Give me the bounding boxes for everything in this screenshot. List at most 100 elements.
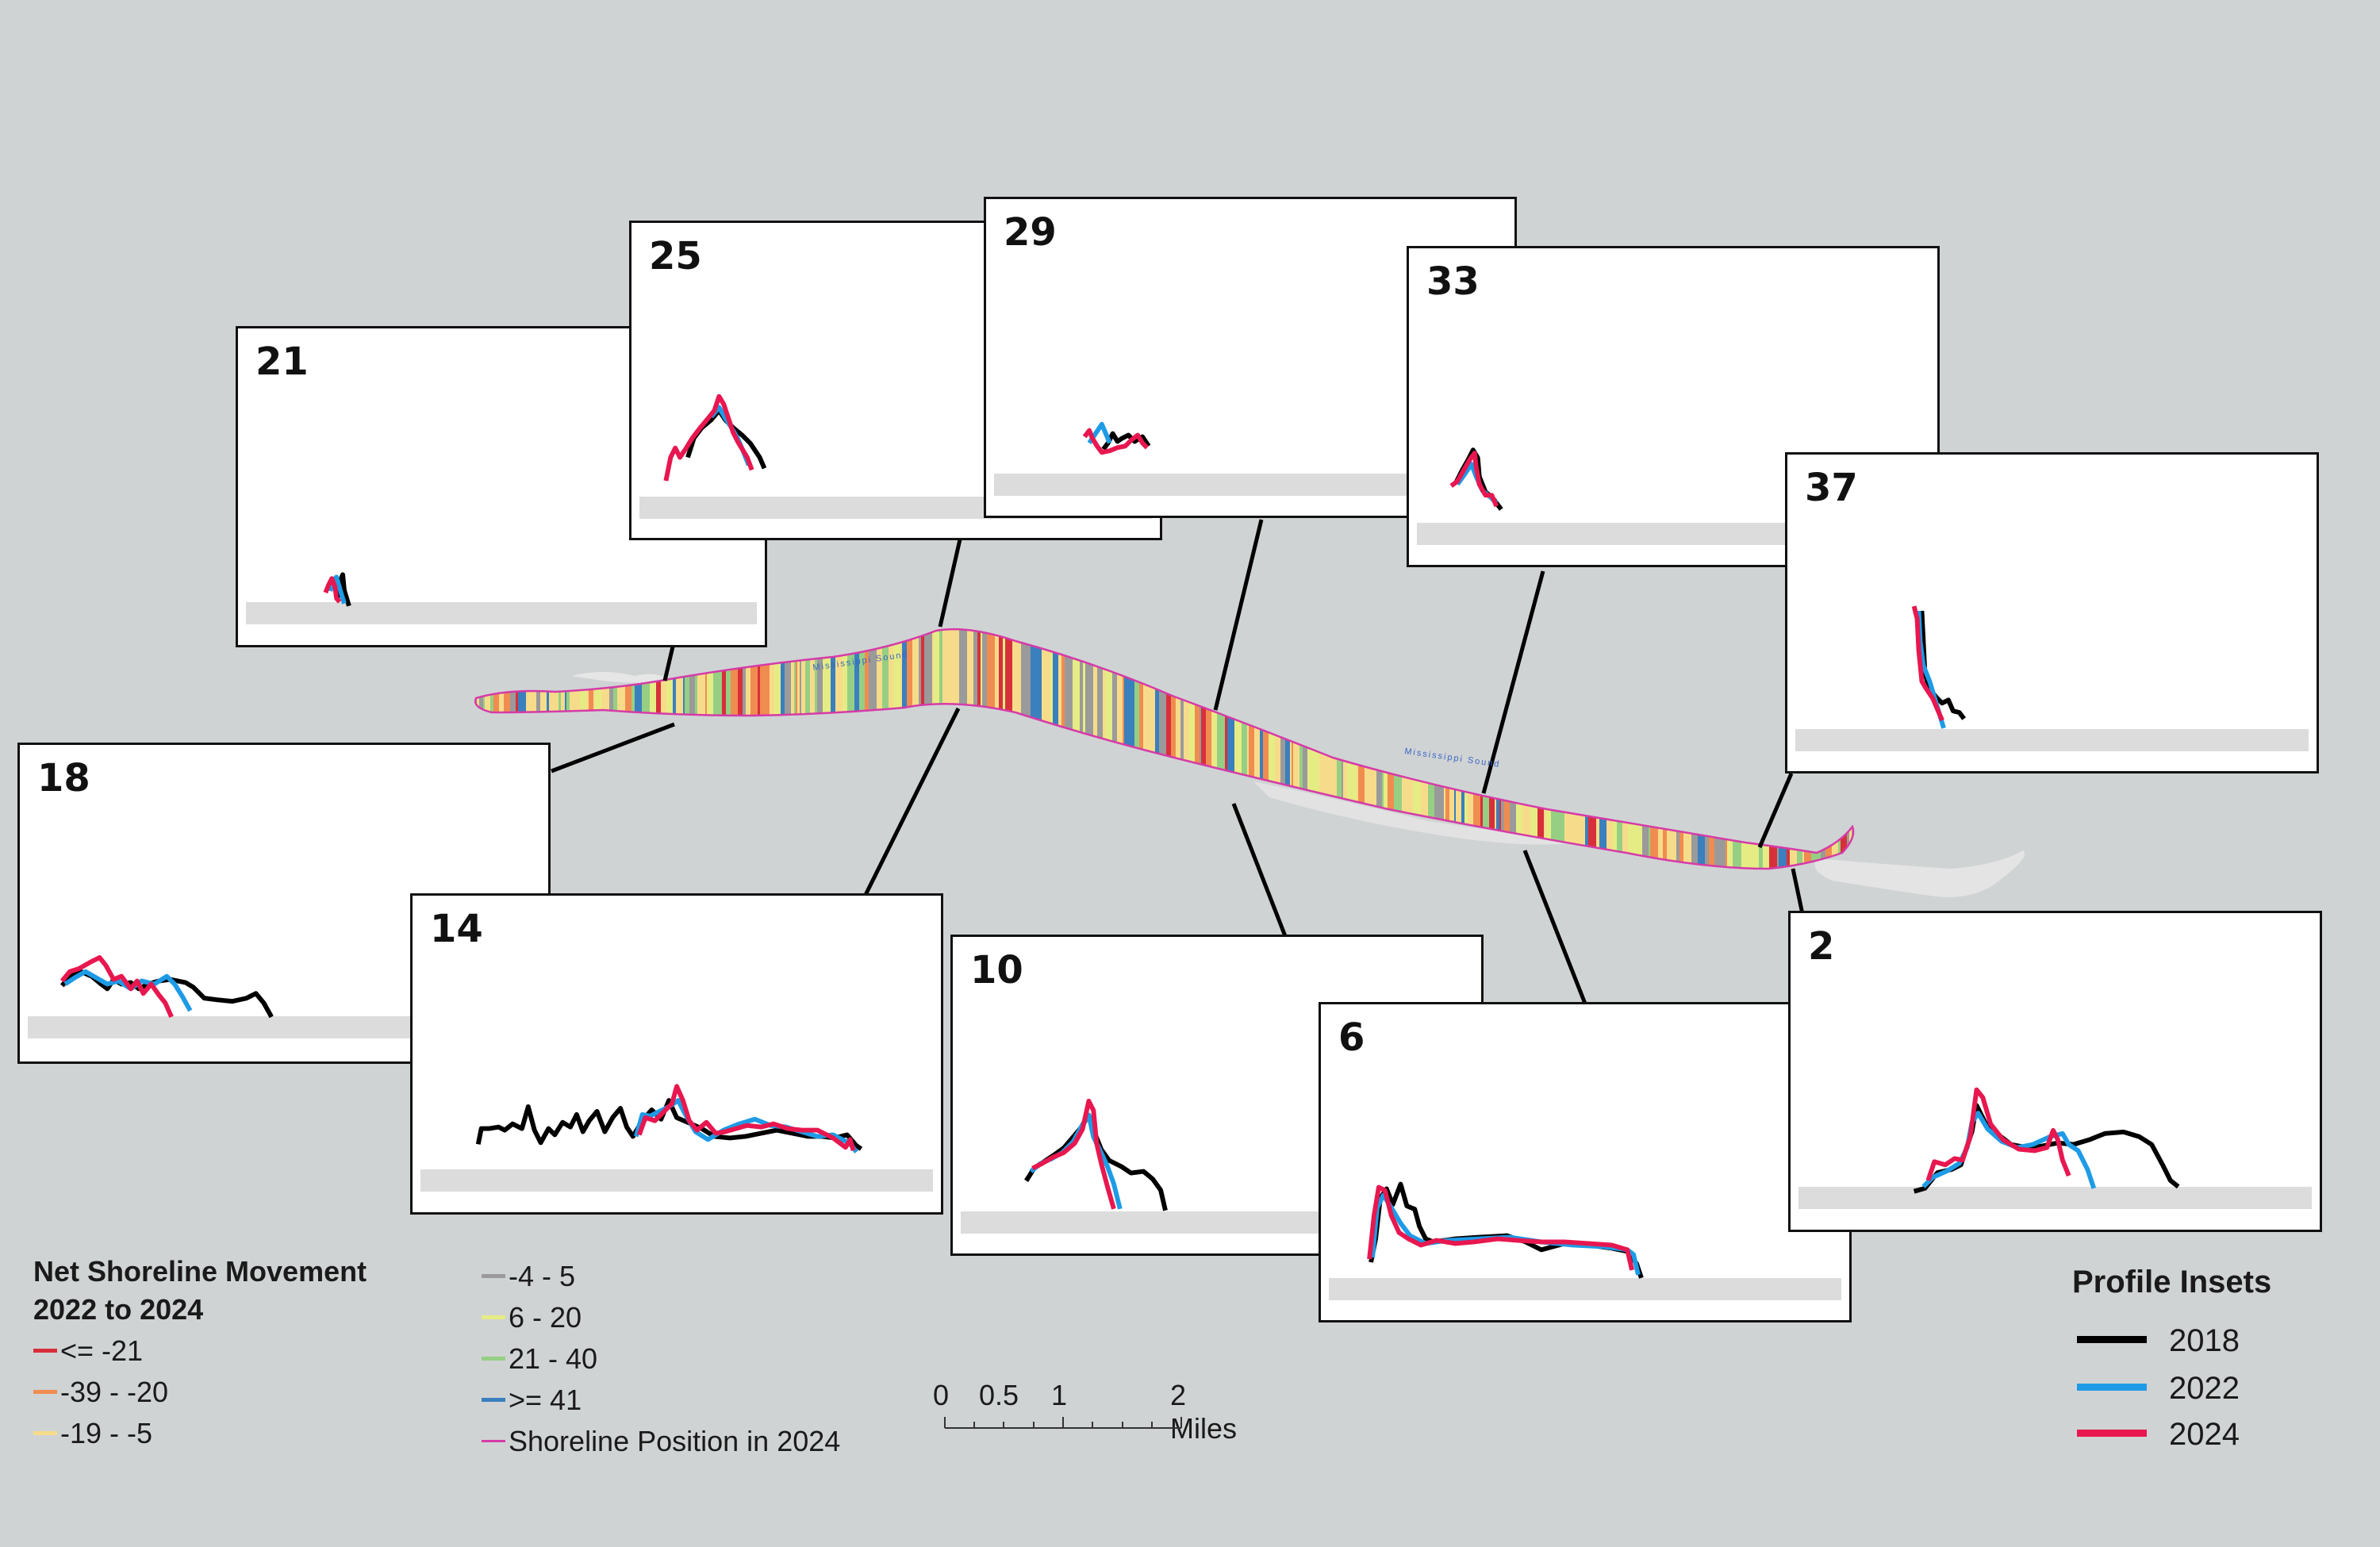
transect-stripe [1021, 629, 1028, 869]
leader-29 [1213, 519, 1264, 711]
transect-stripe [835, 629, 843, 869]
transect-stripe [1402, 629, 1411, 869]
transect-stripe [995, 629, 1000, 869]
transect-stripe [1269, 629, 1276, 869]
transect-stripe [1777, 629, 1779, 869]
legend-label: -19 - -5 [60, 1417, 153, 1449]
transect-stripe [1290, 629, 1292, 869]
transect-stripe [1315, 629, 1320, 869]
transect-stripe [1083, 629, 1086, 869]
transect-stripe [1693, 629, 1697, 869]
inset-number: 37 [1805, 466, 1858, 510]
transect-stripe [1117, 629, 1123, 869]
sand-spit-east [1814, 850, 2025, 897]
inset-number: 29 [1004, 210, 1057, 255]
inset-number: 33 [1426, 259, 1480, 304]
transect-stripe [921, 629, 925, 869]
profile-2024 [1367, 1184, 1634, 1271]
transect-stripe [1247, 629, 1250, 869]
legend-swatch [482, 1439, 505, 1442]
leader-25 [938, 539, 962, 628]
transect-stripe [1227, 629, 1235, 869]
transect-stripe [1200, 629, 1202, 869]
transect-stripe [1650, 629, 1659, 869]
transect-stripe [1432, 629, 1435, 869]
transect-stripe [810, 629, 816, 869]
transect-stripe [1568, 629, 1575, 869]
transect-stripe [1285, 629, 1291, 869]
transect-stripe [1150, 629, 1154, 869]
transect-stripe [1299, 629, 1303, 869]
ground-bar [1329, 1278, 1841, 1300]
profile-plot [663, 393, 767, 482]
transect-stripe [1123, 629, 1125, 869]
transect-stripe [1005, 629, 1013, 869]
transect-stripe [1628, 629, 1636, 869]
transect-stripe [1017, 629, 1022, 869]
transect-stripe [776, 629, 781, 869]
transect-stripe [955, 629, 960, 869]
profile-2018 [1919, 610, 1967, 720]
transect-stripe [1676, 629, 1680, 869]
legend-title-line1: Net Shoreline Movement [33, 1255, 367, 1288]
ground-bar [1795, 729, 2309, 751]
transect-stripe [859, 629, 866, 869]
profile-legend-line [2077, 1383, 2147, 1391]
transect-stripe [893, 629, 901, 869]
legend-title-line2: 2022 to 2024 [33, 1293, 204, 1326]
profile-legend-label: 2018 [2169, 1323, 2240, 1358]
transect-stripe [1683, 629, 1691, 869]
profile-plot [323, 572, 351, 607]
transect-stripe [959, 629, 968, 869]
transect-stripe [902, 629, 908, 869]
profile-inset-2: 2 [1788, 911, 2322, 1232]
transect-stripe [1617, 629, 1623, 869]
transect-stripe [1499, 629, 1502, 869]
legend-class-4: -4 - 5 [482, 1260, 575, 1293]
transect-stripe [831, 629, 836, 869]
ground-bar [246, 602, 757, 624]
profile-2022 [1921, 1111, 2097, 1189]
transect-stripe [1596, 629, 1600, 869]
transect-stripe [817, 629, 823, 869]
profile-legend-label: 2022 [2169, 1371, 2240, 1406]
transect-stripe [805, 629, 811, 869]
transect-stripe [794, 629, 797, 869]
transect-stripe [791, 629, 795, 869]
legend-label: <= -21 [60, 1334, 144, 1367]
transect-stripe [1234, 629, 1242, 869]
transect-stripe [1671, 629, 1675, 869]
profile-2024 [663, 393, 754, 482]
legend-label: -39 - -20 [60, 1376, 169, 1408]
transect-stripe [1537, 629, 1545, 869]
transect-stripe [1727, 629, 1733, 869]
transect-stripe [1105, 629, 1113, 869]
transect-stripe [1440, 629, 1445, 869]
transect-stripe [1275, 629, 1277, 869]
profile-plot [475, 1084, 863, 1154]
sand-flat-west [571, 672, 674, 683]
profile-legend-2024: 2024 [2077, 1417, 2240, 1453]
leader-14 [862, 707, 961, 898]
transect-stripe [1112, 629, 1118, 869]
transect-stripe [1292, 629, 1294, 869]
transect-stripe [1276, 629, 1280, 869]
transect-stripe [1382, 629, 1384, 869]
profile-2024 [1449, 451, 1499, 508]
transect-stripe [1413, 629, 1422, 869]
transect-stripe [1449, 629, 1455, 869]
profile-2024 [636, 1084, 856, 1151]
transect-stripe [1058, 629, 1062, 869]
transect-stripe [973, 629, 978, 869]
legend-class-7: >= 41 [482, 1384, 582, 1417]
transect-stripe [1468, 629, 1474, 869]
transect-stripe [1642, 629, 1649, 869]
inset-number: 25 [649, 234, 702, 278]
transect-stripe [1663, 629, 1668, 869]
profile-legend-title: Profile Insets [2072, 1265, 2272, 1299]
water-label-east: Mississippi Sound [1404, 747, 1502, 770]
transect-stripe [1434, 629, 1441, 869]
legend-class-1: <= -21 [33, 1334, 143, 1368]
legend-class-5: 6 - 20 [482, 1301, 582, 1334]
transect-stripe [1370, 629, 1377, 869]
